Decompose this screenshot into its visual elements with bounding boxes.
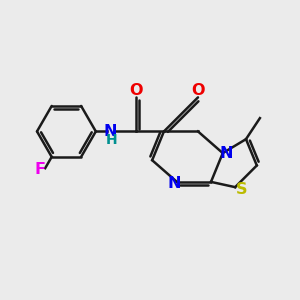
Text: N: N [168,176,181,191]
Text: O: O [129,83,143,98]
Text: O: O [191,83,205,98]
Text: S: S [236,182,247,197]
Text: H: H [106,133,118,147]
Text: F: F [35,162,46,177]
Text: N: N [219,146,232,160]
Text: N: N [103,124,117,139]
